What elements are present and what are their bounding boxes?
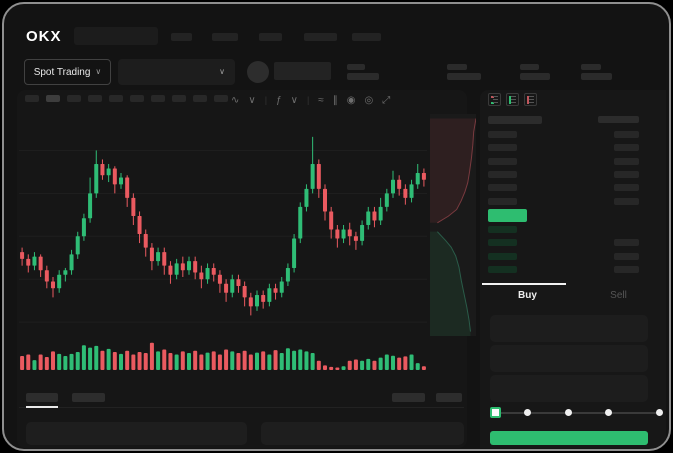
fullscreen-icon[interactable]: ⤢ [382,94,391,106]
market-stat [520,64,550,80]
orders-empty-box [261,422,464,445]
orderbook-header-left [488,116,542,124]
timeframe-button[interactable] [46,95,60,102]
slider-handle[interactable] [490,407,501,418]
nav-item[interactable] [352,33,381,41]
amount-input[interactable] [490,345,648,372]
orders-filter-button[interactable] [392,393,425,402]
market-stat [447,64,481,80]
active-tab-indicator [482,283,566,285]
chart-toolbar-icons: ∿ ∨ | ƒ ∨ | ≈ ∥ ◉ ◎ ⤢ [231,93,390,107]
orderbook-header-right [598,116,639,123]
search-input[interactable] [74,27,158,45]
ask-row[interactable] [488,144,639,151]
trade-tabs: Buy Sell [482,283,665,307]
nav-item[interactable] [259,33,282,41]
timeframe-button[interactable] [130,95,144,102]
slider-stop-75[interactable] [605,409,612,416]
ask-row[interactable] [488,131,639,138]
market-type-label: Spot Trading [33,66,91,78]
active-tab-underline [26,406,58,408]
orders-filter-button[interactable] [436,393,462,402]
volume-chart [19,339,427,370]
ask-row[interactable] [488,171,639,178]
tab-sell[interactable]: Sell [610,290,627,301]
nav-item[interactable] [304,33,337,41]
tab-buy[interactable]: Buy [518,290,537,301]
history-tab[interactable] [72,393,105,402]
timeframe-button[interactable] [151,95,165,102]
price-input[interactable] [490,315,648,342]
slider-track[interactable] [496,412,658,414]
nav-item[interactable] [171,33,192,41]
timeframe-button[interactable] [67,95,81,102]
chevron-down-icon: ∨ [95,67,102,76]
timeframe-button[interactable] [214,95,228,102]
book-bids-icon[interactable] [506,93,519,106]
candlestick-chart[interactable] [19,112,427,338]
ask-row[interactable] [488,198,639,205]
compare-icon[interactable]: ≈ [318,94,324,106]
market-type-dropdown[interactable]: Spot Trading ∨ [24,59,111,85]
orders-empty-box [26,422,247,445]
book-both-icon[interactable] [488,93,501,106]
bid-row[interactable] [488,253,639,260]
slider-stop-50[interactable] [565,409,572,416]
okx-logo[interactable]: OKX [26,28,62,45]
buy-button[interactable] [490,431,648,445]
draw-tools-icon[interactable]: ∥ [332,94,338,106]
bid-row[interactable] [488,226,639,233]
orderbook-mid-price[interactable] [488,209,527,222]
orderbook-display-toggle [488,93,537,106]
ask-row[interactable] [488,184,639,191]
bid-row[interactable] [488,239,639,246]
bid-row[interactable] [488,266,639,273]
book-asks-icon[interactable] [524,93,537,106]
total-input[interactable] [490,375,648,402]
chart-style-icon[interactable]: ∿ [231,94,240,106]
chevron-down-icon[interactable]: ∨ [290,94,298,106]
slider-stop-100[interactable] [656,409,663,416]
depth-chart [430,114,476,336]
orders-tab[interactable] [26,393,58,402]
camera-icon[interactable]: ◉ [346,94,356,106]
chevron-down-icon: ∨ [219,67,225,76]
timeframe-button[interactable] [193,95,207,102]
pair-name-placeholder [274,62,331,80]
timeframe-button[interactable] [88,95,102,102]
market-stat [581,64,612,80]
nav-item[interactable] [212,33,238,41]
divider: | [264,95,268,105]
market-stat [347,64,379,80]
amount-slider[interactable] [490,407,663,419]
chart-panel [17,90,467,448]
timeframe-button[interactable] [109,95,123,102]
tab-divider [19,407,464,408]
indicators-icon[interactable]: ƒ [276,94,282,106]
timeframe-button[interactable] [172,95,186,102]
pair-selector-dropdown[interactable]: ∨ [118,59,235,85]
divider: | [306,95,310,105]
timeframe-bar [25,95,235,102]
slider-stop-25[interactable] [524,409,531,416]
history-icon[interactable]: ◎ [364,94,374,106]
timeframe-button[interactable] [25,95,39,102]
pair-avatar[interactable] [247,61,269,83]
ask-row[interactable] [488,158,639,165]
chevron-down-icon[interactable]: ∨ [248,94,256,106]
